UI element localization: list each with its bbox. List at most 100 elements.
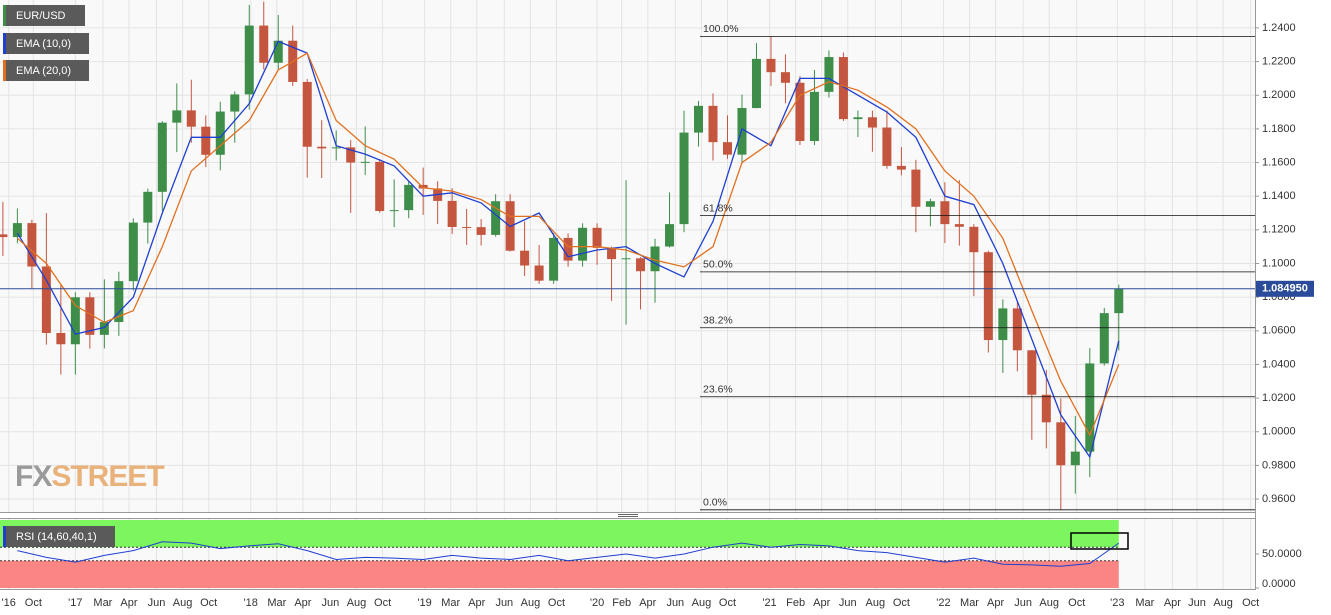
y-tick-label: 1.2000 <box>1262 89 1296 101</box>
candle-body <box>592 227 602 248</box>
candle-body <box>1070 451 1080 466</box>
x-tick-label: Apr <box>987 597 1004 609</box>
ema-line <box>16 40 1120 459</box>
legend-box[interactable] <box>3 5 85 26</box>
legend-box[interactable] <box>3 33 89 54</box>
candle-body <box>534 265 544 281</box>
x-tick-label: Oct <box>719 597 736 609</box>
rsi-line <box>17 541 1120 567</box>
x-tick-label: Jun <box>666 597 684 609</box>
ema-line <box>16 52 1120 437</box>
fib-label: 100.0% <box>703 23 739 35</box>
x-tick-label: Feb <box>786 597 805 609</box>
candle-body <box>99 322 109 335</box>
candle-body <box>41 266 51 333</box>
legend-box[interactable] <box>3 60 89 81</box>
candle-body <box>491 201 501 235</box>
candle-body <box>998 308 1008 341</box>
x-tick-label: Apr <box>120 597 137 609</box>
candle-body <box>563 237 573 261</box>
legend-swatch <box>3 5 6 26</box>
candle-body <box>1012 308 1022 351</box>
x-tick-label: '20 <box>590 597 604 609</box>
x-tick-label: Mar <box>93 597 112 609</box>
candle-body <box>621 258 631 260</box>
candle-body <box>0 234 8 238</box>
candle-body <box>476 227 486 235</box>
x-tick-label: Oct <box>893 597 910 609</box>
candle-body <box>824 57 834 92</box>
plot-background <box>0 0 1255 512</box>
legend-label: EUR/USD <box>16 10 66 22</box>
candle-body <box>549 237 559 281</box>
candle-body <box>809 91 819 141</box>
x-tick-label: Mar <box>267 597 286 609</box>
legend: EUR/USD EMA (10,0) EMA (20,0) RSI (14,60… <box>3 5 115 547</box>
candle-body <box>969 226 979 253</box>
fib-label: 38.2% <box>703 315 733 327</box>
candle-body <box>650 246 660 272</box>
x-tick-label: Jun <box>322 597 340 609</box>
candle-body <box>1099 313 1109 364</box>
candle-body <box>925 201 935 207</box>
y-tick-label: 1.2400 <box>1262 22 1296 34</box>
fib-label: 0.0% <box>703 497 727 509</box>
candle-body <box>708 105 718 143</box>
candle-body <box>389 210 399 212</box>
candle-body <box>737 108 747 155</box>
candle-body <box>1041 394 1051 423</box>
candle-body <box>983 252 993 341</box>
fib-label: 23.6% <box>703 384 733 396</box>
fib-label: 50.0% <box>703 259 733 271</box>
candle-body <box>273 40 283 63</box>
x-tick-label: Jun <box>495 597 513 609</box>
y-tick-label: 1.1600 <box>1262 156 1296 168</box>
candle-body <box>186 110 196 127</box>
candle-body <box>462 226 472 228</box>
legend-swatch <box>3 33 6 54</box>
candle-body <box>128 222 138 282</box>
candle-body <box>331 147 341 149</box>
upper-band <box>0 520 1119 548</box>
y-tick-label: 50.0000 <box>1262 548 1302 560</box>
x-tick-label: Oct <box>25 597 42 609</box>
x-tick-label: '21 <box>762 597 776 609</box>
y-tick-label: 1.1800 <box>1262 123 1296 135</box>
legend-box[interactable] <box>3 526 115 547</box>
x-tick-label: Mar <box>1135 597 1154 609</box>
lower-band <box>0 560 1119 588</box>
last-price-box <box>1256 280 1314 297</box>
candle-body <box>56 332 66 345</box>
x-tick-label: Aug <box>1039 597 1059 609</box>
last-price-label: 1.084950 <box>1262 283 1308 295</box>
x-tick-label: Feb <box>612 597 631 609</box>
highlight-box <box>1070 532 1129 550</box>
candle-body <box>143 191 153 223</box>
candle-body <box>780 72 790 83</box>
candle-body <box>201 126 211 155</box>
candle-body <box>157 122 167 192</box>
candle-body <box>665 224 675 247</box>
candle-body <box>317 146 327 149</box>
x-tick-label: Oct <box>200 597 217 609</box>
candle-body <box>838 57 848 120</box>
candle-body <box>85 297 95 335</box>
y-tick-label: 1.0400 <box>1262 358 1296 370</box>
y-tick-label: 1.1000 <box>1262 257 1296 269</box>
x-tick-label: Apr <box>294 597 311 609</box>
candle-body <box>1027 350 1037 395</box>
candle-body <box>27 223 37 267</box>
legend-label: RSI (14,60,40,1) <box>16 531 97 543</box>
candle-body <box>694 105 704 133</box>
x-tick-label: Apr <box>639 597 656 609</box>
candle-body <box>346 147 356 163</box>
x-tick-label: '18 <box>244 597 258 609</box>
y-tick-label: 0.9600 <box>1262 493 1296 505</box>
candle-body <box>1114 288 1124 314</box>
x-tick-label: Mar <box>960 597 979 609</box>
candle-body <box>1085 363 1095 452</box>
logo: FXSTREET <box>15 460 164 493</box>
y-tick-label: 1.0600 <box>1262 325 1296 337</box>
y-tick-label: 1.0000 <box>1262 426 1296 438</box>
